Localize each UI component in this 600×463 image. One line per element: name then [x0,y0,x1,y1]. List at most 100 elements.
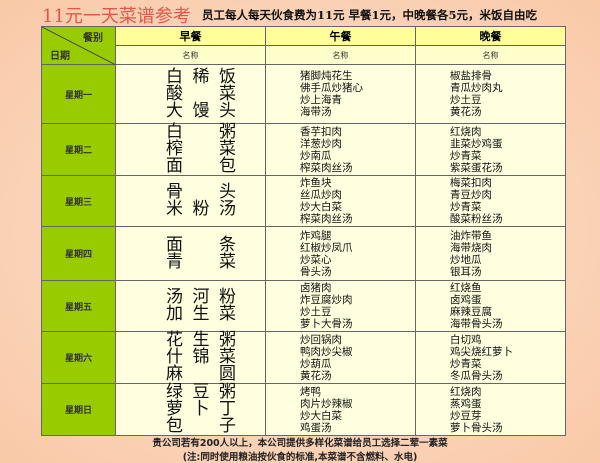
lunch-item: 鸡蛋汤 [300,421,332,434]
lunch-item: 炸豆腐炒肉 [300,294,353,306]
lunch-item: 炒回锅肉 [300,333,342,346]
dinner-cell: 红烧鱼 卤鸡蛋 麻辣豆腐 海带骨头汤 [415,280,566,332]
dinner-item: 青瓜炒肉丸 [450,82,503,94]
lunch-item: 猪脚炖花生 [300,70,353,82]
lunch-cell: 香芋扣肉 洋葱炒肉 炒南瓜 榨菜肉丝汤 [265,123,416,176]
lunch-cell: 烤鸭 肉片炒辣椒 炒大白菜 鸡蛋汤 [265,383,416,436]
dinner-item: 萝卜骨头汤 [450,421,503,434]
lunch-item: 香芋扣肉 [300,125,342,138]
lunch-item: 丝瓜炒肉 [300,189,342,201]
lunch-cell: 卤猪肉 炸豆腐炒肉 炒土豆 萝卜大骨汤 [265,280,416,332]
breakfast-item: 汤河粉 [166,287,236,307]
breakfast-item: 面 条 [166,234,236,255]
breakfast-item: 什锦菜 [166,347,236,367]
dinner-item: 紫菜蛋花汤 [450,161,503,174]
lunch-item: 海带汤 [300,106,332,118]
lunch-item: 骨头汤 [300,265,332,278]
dinner-item: 红烧肉 [450,385,482,398]
header-dinner: 晚餐 [415,26,566,46]
lunch-item: 炒南瓜 [300,149,332,162]
dinner-item: 鸡尖烧红萝卜 [450,345,513,358]
breakfast-item: 白 粥 [166,122,236,142]
subheader-name: 名称 [415,45,566,65]
lunch-cell: 炸鱼块 丝瓜炒肉 炒大白菜 榨菜肉丝汤 [265,175,416,227]
corner-meal-label: 餐别 [83,33,103,44]
dinner-cell: 油炸带鱼 海带烧肉 炒地瓜 银耳汤 [415,226,566,281]
table-row: 星期五 汤河粉 加生菜 卤猪肉 炸豆腐炒肉 炒土豆 萝卜大骨汤 红烧鱼 卤鸡蛋 麻辣豆腐 海带骨头汤 [41,280,566,332]
dinner-item: 炒青菜 [450,357,482,370]
lunch-item: 炒大白菜 [300,409,342,422]
dinner-item: 油炸带鱼 [450,229,492,242]
page-title: 11元一天菜谱参考 [42,6,191,27]
lunch-item: 烤鸭 [300,385,321,398]
lunch-item: 黄花汤 [300,369,332,382]
dinner-item: 卤鸡蛋 [450,294,482,306]
subheader-name: 名称 [265,45,416,65]
footer-note: 贵公司若有200人以上，本公司提供多样化菜谱给员工选择二荤一素菜 [152,438,448,449]
dinner-item: 海带骨头汤 [450,318,503,330]
day-cell: 星期日 [41,383,116,436]
breakfast-item: 加生菜 [166,304,236,324]
menu-table: 餐别 日期 早餐 午餐 晚餐 名称 名称 名称 星期一 白稀饭酸 菜大馒头 猪脚炖花… [41,26,566,436]
lunch-item: 炸鱼块 [300,177,332,189]
dinner-item: 白切鸡 [450,333,482,346]
header-breakfast: 早餐 [115,26,266,46]
table-row: 星期二白 粥榨 菜面 包香芋扣肉 洋葱炒肉 炒南瓜 榨菜肉丝汤 红烧肉 韭菜炒鸡蛋 炒青菜紫… [41,122,566,176]
breakfast-item: 大馒头 [166,100,236,121]
day-cell: 星期五 [41,280,116,332]
lunch-item: 萝卜大骨汤 [300,318,353,330]
table-row: 星期四面 条青 菜炸鸡腿 红椒炒凤爪 炒菜心 骨头汤 油炸带鱼 海带烧肉 炒地瓜 银耳汤 [41,226,566,281]
breakfast-item: 面 包 [166,156,236,176]
corner-cell: 餐别 日期 [41,26,116,65]
lunch-item: 肉片炒辣椒 [300,397,353,410]
lunch-item: 炒土豆 [300,306,332,318]
breakfast-item: 榨 菜 [166,139,236,159]
dinner-cell: 红烧肉 韭菜炒鸡蛋 炒青菜 紫菜蛋花汤 [415,123,566,176]
breakfast-cell: 骨 头米粉汤 [115,175,266,227]
dinner-item: 黄花汤 [450,106,482,118]
dinner-item: 银耳汤 [450,265,482,278]
dinner-item: 青豆炒肉 [450,189,492,201]
dinner-item: 韭菜炒鸡蛋 [450,137,503,150]
lunch-item: 炒上海青 [300,94,342,106]
dinner-cell: 白切鸡 鸡尖烧红萝卜 炒青菜 冬瓜骨头汤 [415,331,566,384]
breakfast-item: 花生粥 [166,330,236,350]
breakfast-item: 骨 头 [166,182,236,202]
day-cell: 星期四 [41,226,116,281]
header-lunch: 午餐 [265,26,416,46]
table-row: 星期日 绿豆粥 萝卜丁包 子烤鸭 肉片炒辣椒 炒大白菜 鸡蛋汤 红烧肉 蒸鸡蛋 炒豆芽 萝卜骨头汤 [41,382,566,436]
dinner-item: 炒青菜 [450,149,482,162]
dinner-item: 炒土豆 [450,94,482,106]
breakfast-item: 青 菜 [166,251,236,272]
day-cell: 星期六 [41,331,116,384]
lunch-item: 卤猪肉 [300,282,332,294]
dinner-item: 红烧肉 [450,125,482,138]
dinner-item: 蒸鸡蛋 [450,397,482,410]
breakfast-item: 绿豆粥 [166,382,236,402]
dinner-item: 红烧鱼 [450,282,482,294]
day-cell: 星期三 [41,175,116,227]
breakfast-cell: 白稀饭酸 菜大馒头 [115,64,266,124]
lunch-item: 炒葫瓜 [300,357,332,370]
lunch-cell: 炒回锅肉 鸭肉炒尖椒 炒葫瓜 黄花汤 [265,331,416,384]
day-cell: 星期二 [41,123,116,176]
table-row: 星期六 花生粥 什锦菜麻 圆炒回锅肉 鸭肉炒尖椒 炒葫瓜 黄花汤 白切鸡 鸡尖烧红萝卜 炒青菜冬… [41,330,566,384]
lunch-cell: 猪脚炖花生 佛手瓜炒猪心 炒上海青 海带汤 [265,64,416,124]
lunch-item: 红椒炒凤爪 [300,241,353,254]
dinner-cell: 梅菜扣肉 青豆炒肉 炒青菜 酸菜粉丝汤 [415,175,566,227]
dinner-item: 酸菜粉丝汤 [450,213,503,225]
lunch-item: 榨菜肉丝汤 [300,213,353,225]
dinner-item: 冬瓜骨头汤 [450,369,503,382]
dinner-cell: 椒盐排骨 青瓜炒肉丸 炒土豆 黄花汤 [415,64,566,124]
breakfast-item: 白稀饭 [166,66,236,87]
footer-remark: (注:同时使用粮油按伙食的标准,本菜谱不含燃料、水电) [182,452,418,463]
lunch-item: 榨菜肉丝汤 [300,161,353,174]
day-cell: 星期一 [41,64,116,124]
dinner-item: 炒地瓜 [450,253,482,266]
lunch-item: 炸鸡腿 [300,229,332,242]
table-row: 星期一 白稀饭酸 菜大馒头 猪脚炖花生 佛手瓜炒猪心 炒上海青 海带汤 椒盐排骨 青瓜炒肉丸炒… [41,64,566,124]
lunch-item: 洋葱炒肉 [300,137,342,150]
table-row: 星期三骨 头米粉汤 炸鱼块 丝瓜炒肉 炒大白菜 榨菜肉丝汤 梅菜扣肉 青豆炒肉 炒青菜 酸菜粉丝… [41,175,566,227]
dinner-cell: 红烧肉 蒸鸡蛋 炒豆芽 萝卜骨头汤 [415,383,566,436]
breakfast-cell: 花生粥 什锦菜麻 圆 [115,330,266,384]
